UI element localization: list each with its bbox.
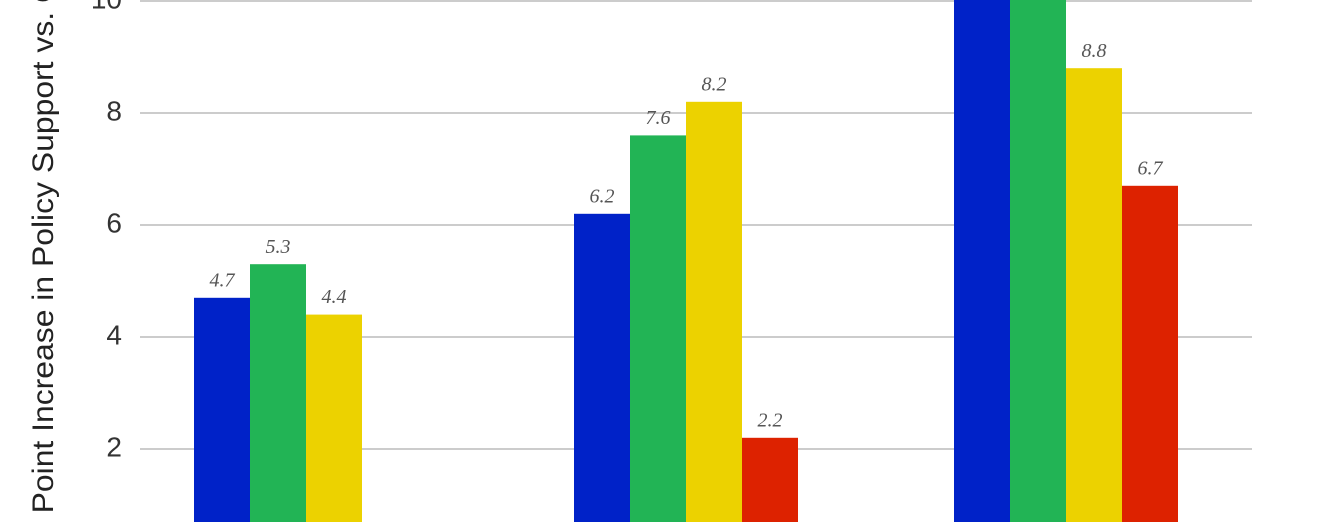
bar: [954, 0, 1010, 522]
y-axis-label: e Point Increase in Policy Support vs. C: [27, 0, 60, 522]
value-label: 8.8: [1082, 40, 1107, 62]
value-label: 7.6: [646, 107, 671, 129]
value-label: 4.4: [322, 286, 347, 308]
bar: [630, 135, 686, 522]
bar: [1010, 0, 1066, 522]
bar: [250, 264, 306, 522]
value-label: 8.2: [702, 73, 727, 95]
bar: [306, 314, 362, 522]
y-tick-label: 6: [106, 207, 122, 238]
value-label: 4.7: [210, 269, 236, 291]
y-tick-label: 8: [106, 95, 122, 126]
bar: [1122, 185, 1178, 522]
bar: [742, 437, 798, 522]
bar: [574, 213, 630, 522]
y-tick-label: 10: [91, 0, 122, 14]
bar: [1066, 68, 1122, 522]
bar: [194, 297, 250, 522]
y-tick-label: 2: [106, 431, 122, 462]
bar: [686, 101, 742, 522]
value-label: 2.2: [758, 409, 783, 431]
value-label: 6.2: [590, 185, 615, 207]
value-label: 6.7: [1138, 157, 1164, 179]
y-tick-label: 4: [106, 319, 122, 350]
value-label: 5.3: [266, 236, 291, 258]
